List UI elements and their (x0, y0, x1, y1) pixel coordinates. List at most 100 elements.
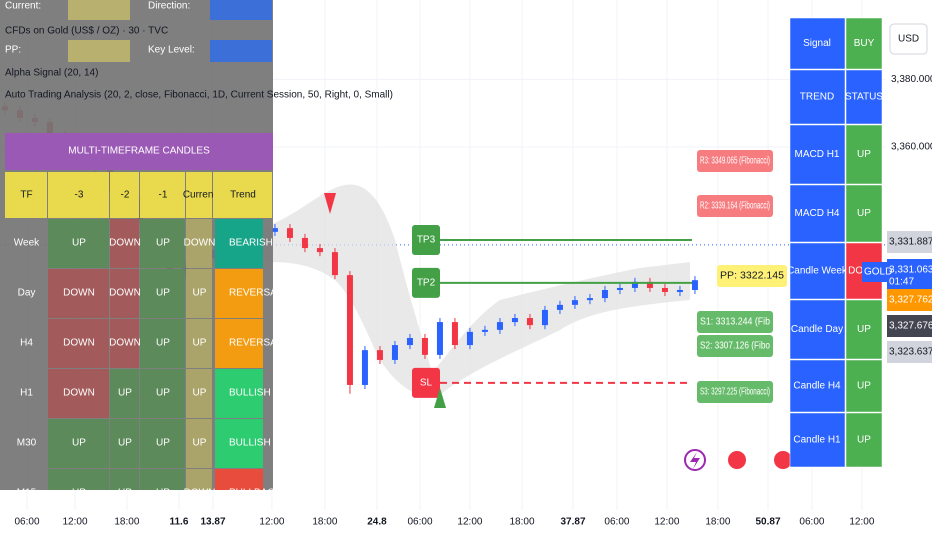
signal-value: UP (857, 149, 871, 160)
mtf-cell-text: UP (193, 438, 207, 449)
mtf-header-cell (213, 172, 272, 218)
candle-body (586, 298, 593, 301)
mtf-header: -3 (75, 190, 84, 201)
mtf-header: -1 (159, 190, 168, 201)
mtf-cell-text: H1 (20, 388, 33, 399)
signal-value: UP (857, 324, 871, 335)
symbol-tag: GOLD (864, 267, 892, 278)
mtf-cell (140, 369, 185, 418)
signal-label-cell (789, 359, 846, 413)
level-tag (412, 224, 440, 255)
x-tick-label: 12:00 (654, 517, 679, 528)
info-label: PP: (5, 45, 21, 56)
candle-body (601, 289, 608, 299)
mtf-cell-text: DOWN (184, 238, 216, 249)
level-tag (412, 267, 440, 298)
candle-body (616, 287, 623, 290)
mtf-cell-text: REVERSAL (229, 288, 283, 299)
indicator-label: Alpha Signal (20, 14) (5, 68, 98, 79)
candle-body (481, 329, 488, 332)
currency-box[interactable] (889, 23, 928, 55)
price-label-box (887, 231, 932, 253)
mtf-cell-text: UP (156, 338, 170, 349)
candle-body (451, 322, 458, 346)
candle-body (376, 350, 383, 360)
candle-body (421, 337, 428, 355)
mtf-cell-text: BULLISH (229, 438, 271, 449)
x-tick-label: 12:00 (259, 517, 284, 528)
mtf-cell (140, 319, 185, 368)
info-value-cell (210, 40, 272, 62)
mtf-cell (48, 319, 109, 368)
signal-label-cell (789, 412, 846, 468)
mtf-header: -2 (121, 190, 130, 201)
mtf-cell-text: H4 (20, 338, 33, 349)
fib-label: R3: 3349.065 (Fibonacci) (700, 156, 770, 167)
x-tick-label: 12:00 (849, 517, 874, 528)
mtf-cell (186, 219, 212, 268)
info-label: Key Level: (148, 45, 195, 56)
mtf-header: TF (20, 190, 32, 201)
candle-body (346, 275, 353, 385)
mtf-cell (186, 469, 212, 490)
mtf-cell-text: DOWN (109, 338, 141, 349)
fib-label: S1: 3313.244 (Fib (700, 317, 770, 328)
mtf-cell (48, 269, 109, 318)
mtf-cell-text: UP (118, 438, 132, 449)
candle-body (286, 228, 293, 238)
mtf-cell (110, 319, 139, 368)
candle-body (406, 337, 413, 346)
mtf-header-cell (140, 172, 185, 218)
level-label: TP2 (417, 278, 436, 289)
fib-box (697, 381, 773, 403)
x-tick-label: 13.87 (200, 517, 225, 528)
mtf-cell-text: UP (118, 388, 132, 399)
signal-value-cell (845, 69, 883, 125)
info-value-cell (68, 0, 130, 20)
candle-body (556, 304, 563, 310)
mtf-cell (110, 269, 139, 318)
mtf-cell (140, 269, 185, 318)
icon[interactable] (726, 449, 748, 471)
mtf-cell (215, 219, 263, 268)
mtf-cell-text: UP (118, 488, 132, 499)
candle-body (511, 318, 518, 323)
sell-arrow (324, 193, 336, 214)
cloud-band (262, 184, 690, 397)
signal-value-cell (845, 299, 883, 360)
signal-value: UP (857, 381, 871, 392)
mtf-header-cell (110, 172, 139, 218)
symbol-tag-box (862, 262, 887, 282)
x-tick-label: 18:00 (509, 517, 534, 528)
candle-body (691, 280, 698, 290)
mtf-cell-text: DOWN (109, 288, 141, 299)
countdown: 01:47 (889, 277, 914, 288)
mtf-cell-text: UP (156, 488, 170, 499)
candle-body (436, 322, 443, 355)
signal-label: Candle Week (787, 266, 848, 277)
candle-body (301, 237, 308, 249)
signal-label-cell (789, 17, 846, 70)
x-tick-label: 50.87 (755, 517, 780, 528)
signal-value: UP (857, 435, 871, 446)
candle-body (631, 281, 638, 288)
mtf-cell-text: Day (18, 288, 36, 299)
signal-label-cell (789, 299, 846, 360)
symbol-title: CFDs on Gold (US$ / OZ) · 30 · TVC (5, 26, 168, 37)
x-tick-label: 37.87 (560, 517, 585, 528)
mtf-cell-text: DOWN (184, 488, 216, 499)
mtf-cell-text: BEARISH (229, 238, 273, 249)
mtf-cell (215, 469, 263, 490)
mtf-cell-text: DOWN (63, 338, 95, 349)
candle-body (526, 318, 533, 326)
signal-label-cell (789, 69, 846, 125)
fib-box (697, 335, 773, 357)
mtf-cell (48, 469, 109, 490)
icon-bolt (690, 452, 700, 469)
fib-box (697, 311, 773, 333)
price-label: 3,327.762 (889, 295, 932, 306)
info-label: Direction: (148, 1, 190, 12)
signal-label-cell (789, 242, 846, 300)
mtf-cell (140, 419, 185, 468)
